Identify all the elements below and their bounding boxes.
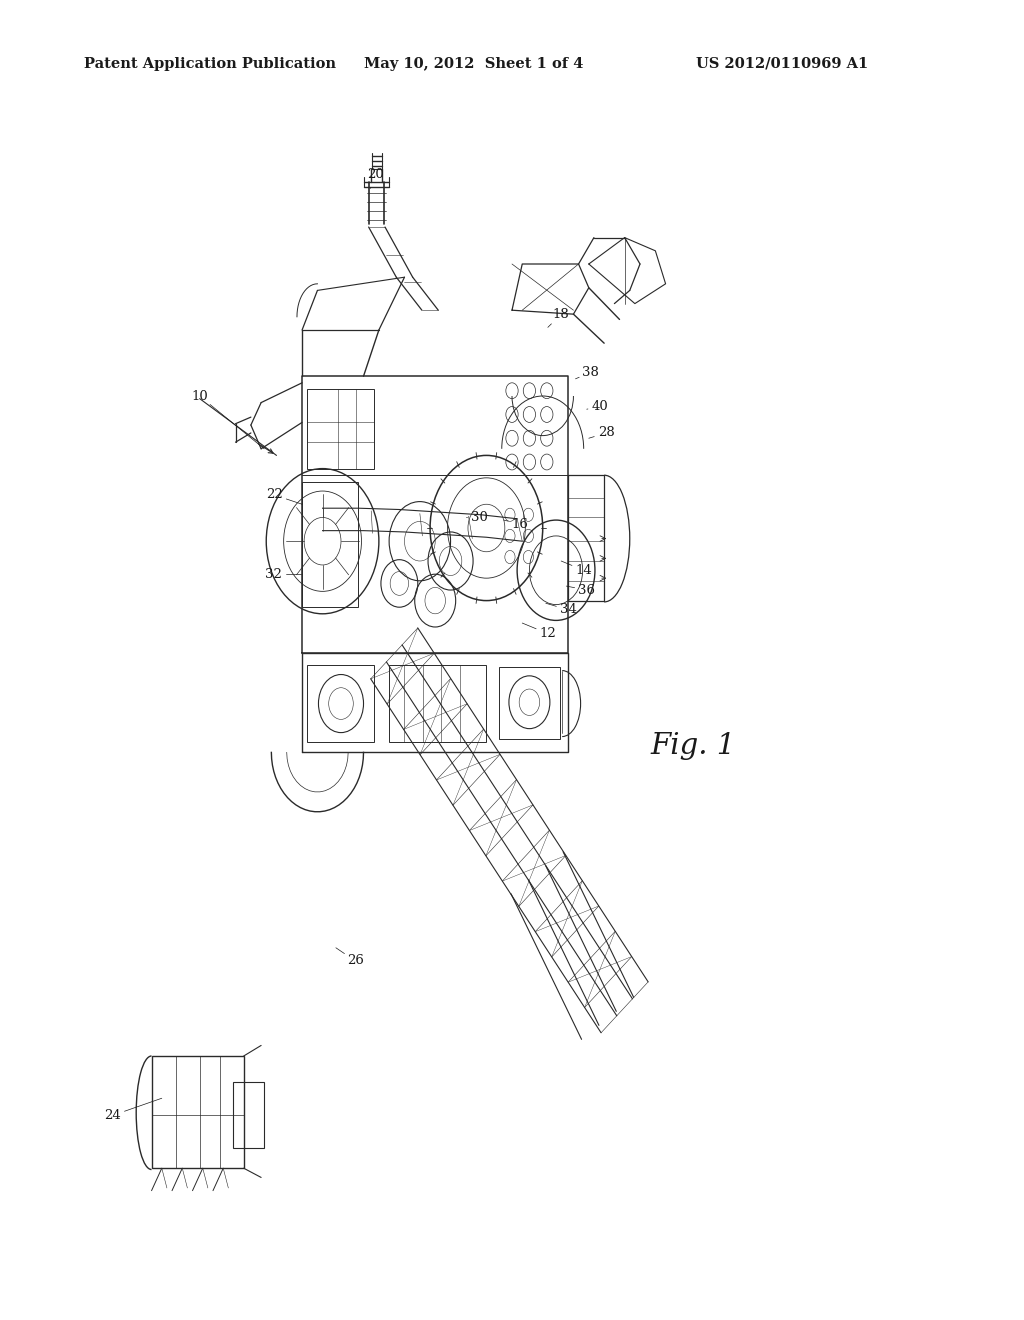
Text: 32: 32 <box>265 568 282 581</box>
Text: Patent Application Publication: Patent Application Publication <box>84 57 336 71</box>
Bar <box>233 1082 264 1148</box>
Bar <box>307 389 374 469</box>
Bar <box>307 665 374 742</box>
Text: 22: 22 <box>266 488 283 502</box>
Text: 26: 26 <box>347 954 364 968</box>
Bar <box>152 1056 244 1168</box>
Text: 38: 38 <box>583 366 599 379</box>
Text: 40: 40 <box>592 400 608 413</box>
Text: Fig. 1: Fig. 1 <box>650 731 735 760</box>
Text: 28: 28 <box>598 426 614 440</box>
Text: 34: 34 <box>560 603 577 616</box>
Text: May 10, 2012  Sheet 1 of 4: May 10, 2012 Sheet 1 of 4 <box>364 57 583 71</box>
Bar <box>389 665 486 742</box>
Text: 36: 36 <box>579 583 595 597</box>
Text: 20: 20 <box>368 168 384 181</box>
Text: 12: 12 <box>540 627 556 640</box>
Text: 10: 10 <box>191 389 208 403</box>
Bar <box>302 482 358 607</box>
Text: 30: 30 <box>471 511 487 524</box>
Text: 14: 14 <box>575 564 592 577</box>
Bar <box>499 667 560 739</box>
Text: 18: 18 <box>553 308 569 321</box>
Text: US 2012/0110969 A1: US 2012/0110969 A1 <box>696 57 868 71</box>
Text: 24: 24 <box>104 1109 121 1122</box>
Text: 16: 16 <box>512 517 528 531</box>
